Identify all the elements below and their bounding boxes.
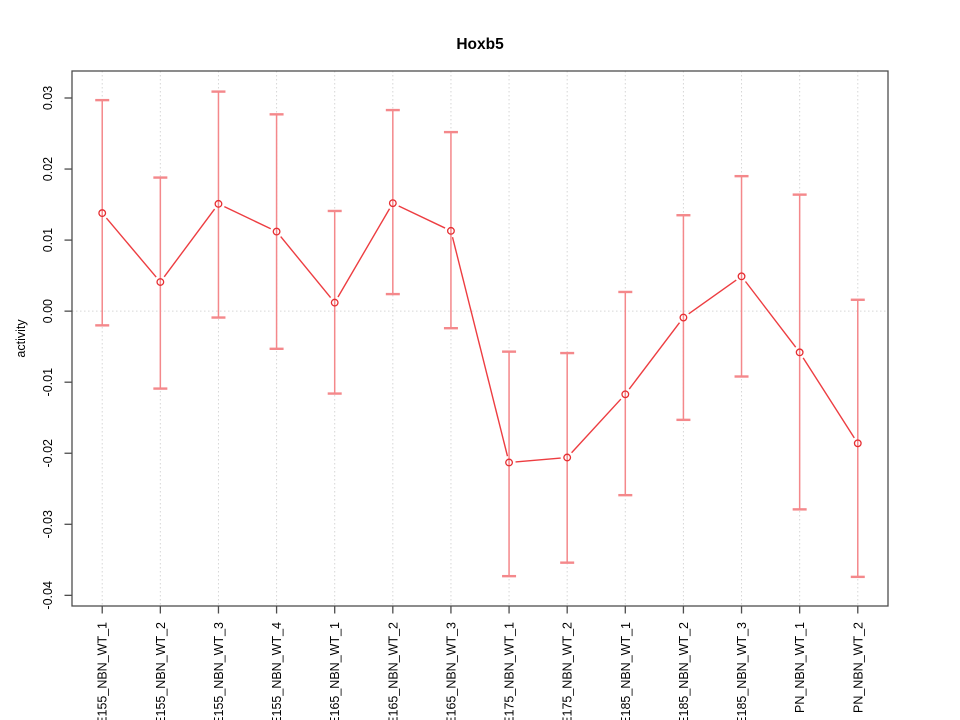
data-point bbox=[330, 298, 339, 307]
x-tick-label: E185_NBN_WT_1 bbox=[619, 622, 633, 720]
axes bbox=[64, 70, 889, 614]
x-tick-label: E155_NBN_WT_1 bbox=[96, 622, 110, 720]
x-tick-label: E165_NBN_WT_2 bbox=[386, 622, 400, 720]
data-point bbox=[621, 390, 630, 399]
data-point bbox=[853, 439, 862, 448]
series-segment bbox=[628, 322, 681, 390]
y-tick-label: 0.03 bbox=[41, 86, 55, 110]
data-point bbox=[446, 226, 455, 235]
series-segment bbox=[337, 208, 391, 298]
data-points bbox=[98, 199, 862, 467]
y-tick-label: 0.00 bbox=[41, 299, 55, 323]
data-point bbox=[272, 227, 281, 236]
x-tick-label: E165_NBN_WT_1 bbox=[328, 622, 342, 720]
y-tick-label: -0.03 bbox=[41, 510, 55, 539]
y-axis-label: activity bbox=[14, 319, 28, 358]
x-tick-label: E155_NBN_WT_2 bbox=[154, 622, 168, 720]
data-point bbox=[156, 278, 165, 286]
data-point bbox=[737, 272, 746, 281]
series-segment bbox=[744, 281, 797, 348]
gridlines bbox=[72, 71, 888, 606]
x-tick-label: E185_NBN_WT_3 bbox=[735, 622, 749, 720]
x-tick-label: E175_NBN_WT_2 bbox=[561, 622, 575, 720]
series-segment bbox=[280, 236, 332, 299]
series-segment bbox=[802, 357, 855, 439]
series-segment bbox=[224, 206, 272, 230]
chart-title: Hoxb5 bbox=[456, 36, 504, 53]
data-point bbox=[795, 348, 804, 357]
y-tick-label: 0.01 bbox=[41, 228, 55, 252]
data-point bbox=[214, 199, 223, 208]
data-point bbox=[505, 458, 514, 467]
y-tick-label: 0.02 bbox=[41, 157, 55, 181]
labels: 0.03 0.02 0.01 0.00 -0.01 -0.02 -0.03 -0.04 E155… bbox=[14, 36, 865, 720]
x-tick-label: E185_NBN_WT_2 bbox=[677, 622, 691, 720]
y-tick-label: -0.02 bbox=[41, 439, 55, 468]
series-segment bbox=[451, 236, 509, 457]
x-tick-label: PN_NBN_WT_1 bbox=[793, 622, 807, 713]
data-point bbox=[563, 453, 572, 462]
y-tick-label: -0.04 bbox=[41, 581, 55, 610]
series-segment bbox=[163, 208, 216, 278]
plot-box bbox=[71, 70, 889, 607]
x-tick-label: E175_NBN_WT_1 bbox=[503, 622, 517, 720]
series-line bbox=[105, 205, 855, 463]
error-bars bbox=[95, 90, 865, 579]
series-segment bbox=[398, 205, 446, 229]
x-tick-label: E155_NBN_WT_4 bbox=[270, 622, 284, 720]
data-point bbox=[388, 199, 397, 208]
data-point bbox=[98, 209, 107, 218]
x-tick-label: E155_NBN_WT_3 bbox=[212, 622, 226, 720]
data-point bbox=[679, 313, 688, 322]
x-tick-label: E165_NBN_WT_3 bbox=[444, 622, 458, 720]
series-segment bbox=[571, 398, 622, 454]
series-segment bbox=[688, 279, 737, 315]
series-segment bbox=[105, 217, 157, 278]
series-segment bbox=[515, 457, 561, 463]
y-tick-label: -0.01 bbox=[41, 368, 55, 397]
x-tick-label: PN_NBN_WT_2 bbox=[851, 622, 865, 713]
